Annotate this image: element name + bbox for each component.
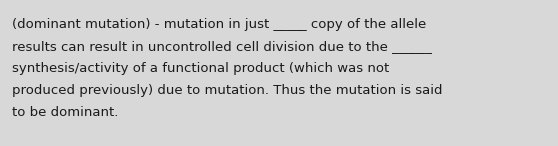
Text: to be dominant.: to be dominant. <box>12 106 118 119</box>
Text: (dominant mutation) - mutation in just _____ copy of the allele: (dominant mutation) - mutation in just _… <box>12 18 426 31</box>
Text: results can result in uncontrolled cell division due to the ______: results can result in uncontrolled cell … <box>12 40 432 53</box>
Text: produced previously) due to mutation. Thus the mutation is said: produced previously) due to mutation. Th… <box>12 84 442 97</box>
Text: synthesis/activity of a functional product (which was not: synthesis/activity of a functional produ… <box>12 62 389 75</box>
